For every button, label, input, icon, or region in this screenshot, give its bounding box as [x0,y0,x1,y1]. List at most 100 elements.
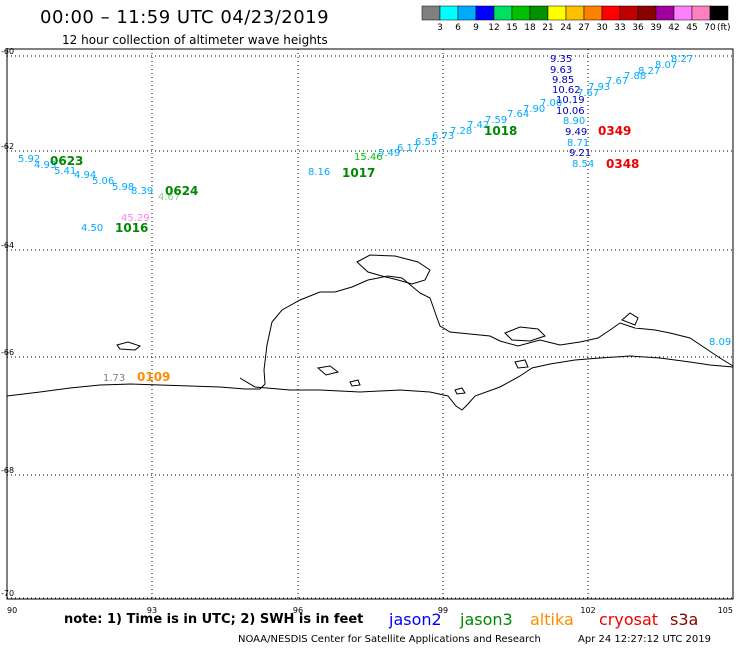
pass-time-label: 0624 [165,184,198,198]
credit-line: NOAA/NESDIS Center for Satellite Applica… [238,634,541,645]
wave-height-value: 45.29 [121,213,150,224]
wave-height-value: 7.88 [624,71,646,82]
island-west [116,341,142,351]
colorbar-tick-label: 33 [614,23,625,33]
colorbar-tick-label: 27 [578,23,589,33]
pass-time-label: 0348 [606,157,639,171]
colorbar-swatch [637,5,657,21]
wave-height-value: 6.55 [415,137,437,148]
colorbar-tick-label: 6 [455,23,461,33]
colorbar-swatch [565,5,585,21]
pass-time-labels: 0623 0624 1016 1017 1018 0349 0348 0109 [50,124,639,384]
wave-height-value: 9.49 [565,127,587,138]
colorbar-swatch [601,5,621,21]
latitude-label: -68 [1,466,14,475]
wave-height-value: 8.09 [709,337,731,348]
wave-height-value: 6.73 [432,131,454,142]
wave-height-value: 9.63 [550,65,572,76]
colorbar-tick-label: 36 [632,23,644,33]
wave-height-value: 7.64 [507,109,529,120]
island-shelf-c [454,387,466,395]
axis-labels: 90 93 96 99 102 105 -60 -62 -64 -66 -68 -70 [1,47,733,615]
wave-height-value: 5.41 [54,166,76,177]
coastline-shelf [239,355,734,411]
colorbar-swatch [511,5,531,21]
satellite-legend-altika: altika [530,610,574,629]
wave-height-value: 9.85 [552,75,574,86]
wave-height-value: 15.46 [354,152,383,163]
wave-height-value: 8.27 [671,54,693,65]
wave-height-value: 8.07 [655,60,677,71]
longitude-label: 96 [293,606,303,615]
generation-timestamp: Apr 24 12:27:12 UTC 2019 [578,634,711,645]
island-shelf-a [316,365,340,376]
colorbar-swatch [691,5,711,21]
colorbar-tick-label: 70 [704,23,716,33]
longitude-label: 93 [147,606,157,615]
colorbar-tick-label: 45 [686,23,697,33]
units-note: note: 1) Time is in UTC; 2) SWH is in fe… [64,612,364,627]
satellite-legend-jason3: jason3 [460,610,513,629]
wave-height-value: 9.35 [550,54,572,65]
colorbar-swatch [421,5,441,21]
colorbar-tick-label: 15 [506,23,517,33]
colorbar-tick-label: 9 [473,23,479,33]
colorbar-tick-label: 18 [524,23,536,33]
wave-height-value: 5.92 [18,154,40,165]
colorbar-tick-label: 30 [596,23,608,33]
wave-height-value: 7.93 [588,82,610,93]
wave-height-value: 7.90 [523,104,545,115]
island-east-lake [504,326,546,342]
wave-height-value: 4.67 [158,192,180,203]
wave-height-value: 6.17 [397,143,419,154]
pass-time-label: 0109 [137,370,170,384]
satellite-legend-s3a: s3a [670,610,699,629]
colorbar-tick-label: 39 [650,23,662,33]
satellite-legend-cryosat: cryosat [599,610,659,629]
wave-height-value: 8.16 [308,167,330,178]
wave-height-value: 8.39 [131,186,153,197]
longitude-label: 99 [438,606,448,615]
island-north [356,254,431,285]
wave-height-value: 5.98 [112,182,134,193]
island-shelf-b [349,379,361,387]
wave-height-value: 7.59 [485,115,507,126]
graticule-grid [7,49,733,599]
wave-height-value: 9.21 [569,148,591,159]
colorbar-swatch [493,5,513,21]
wave-height-value: 7.00 [540,98,562,109]
colorbar-swatch [619,5,639,21]
latitude-label: -60 [1,47,14,56]
wave-height-value: 10.62 [552,85,581,96]
wave-height-value: 8.71 [567,138,589,149]
wave-height-value: 5.49 [378,148,400,159]
colorbar-tick-label: 12 [488,23,499,33]
colorbar-swatch [439,5,459,21]
wave-height-value: 7.67 [577,88,599,99]
coastline-main [6,275,734,397]
wave-height-labels: 9.35 8.279.63 8.078.279.85 7.887.677.9310.6… [18,54,731,384]
map-frame [6,48,734,600]
wave-height-value: 7.67 [606,76,628,87]
latitude-label: -66 [1,348,14,357]
colorbar-tick-label: 24 [560,23,572,33]
wave-height-value: 8.54 [572,159,594,170]
colorbar-swatch [529,5,549,21]
pass-time-label: 1018 [484,124,517,138]
pass-time-label: 1017 [342,166,375,180]
colorbar-tick-label: 21 [542,23,553,33]
island-shelf-d [514,359,529,369]
colorbar: 3 6 9 12 15 18 21 24 27 30 33 36 39 42 45 70 [421,5,729,33]
colorbar-swatch [673,5,693,21]
colorbar-unit: (ft) [717,23,731,33]
pass-time-label: 1016 [115,221,148,235]
wave-height-value: 10.06 [556,106,585,117]
wave-height-value: 8.90 [563,116,585,127]
wave-height-value: 5.06 [92,176,114,187]
pass-time-label: 0623 [50,154,83,168]
colorbar-swatch [547,5,567,21]
wave-height-value: 7.42 [467,120,489,131]
island-east-cape [621,312,639,326]
